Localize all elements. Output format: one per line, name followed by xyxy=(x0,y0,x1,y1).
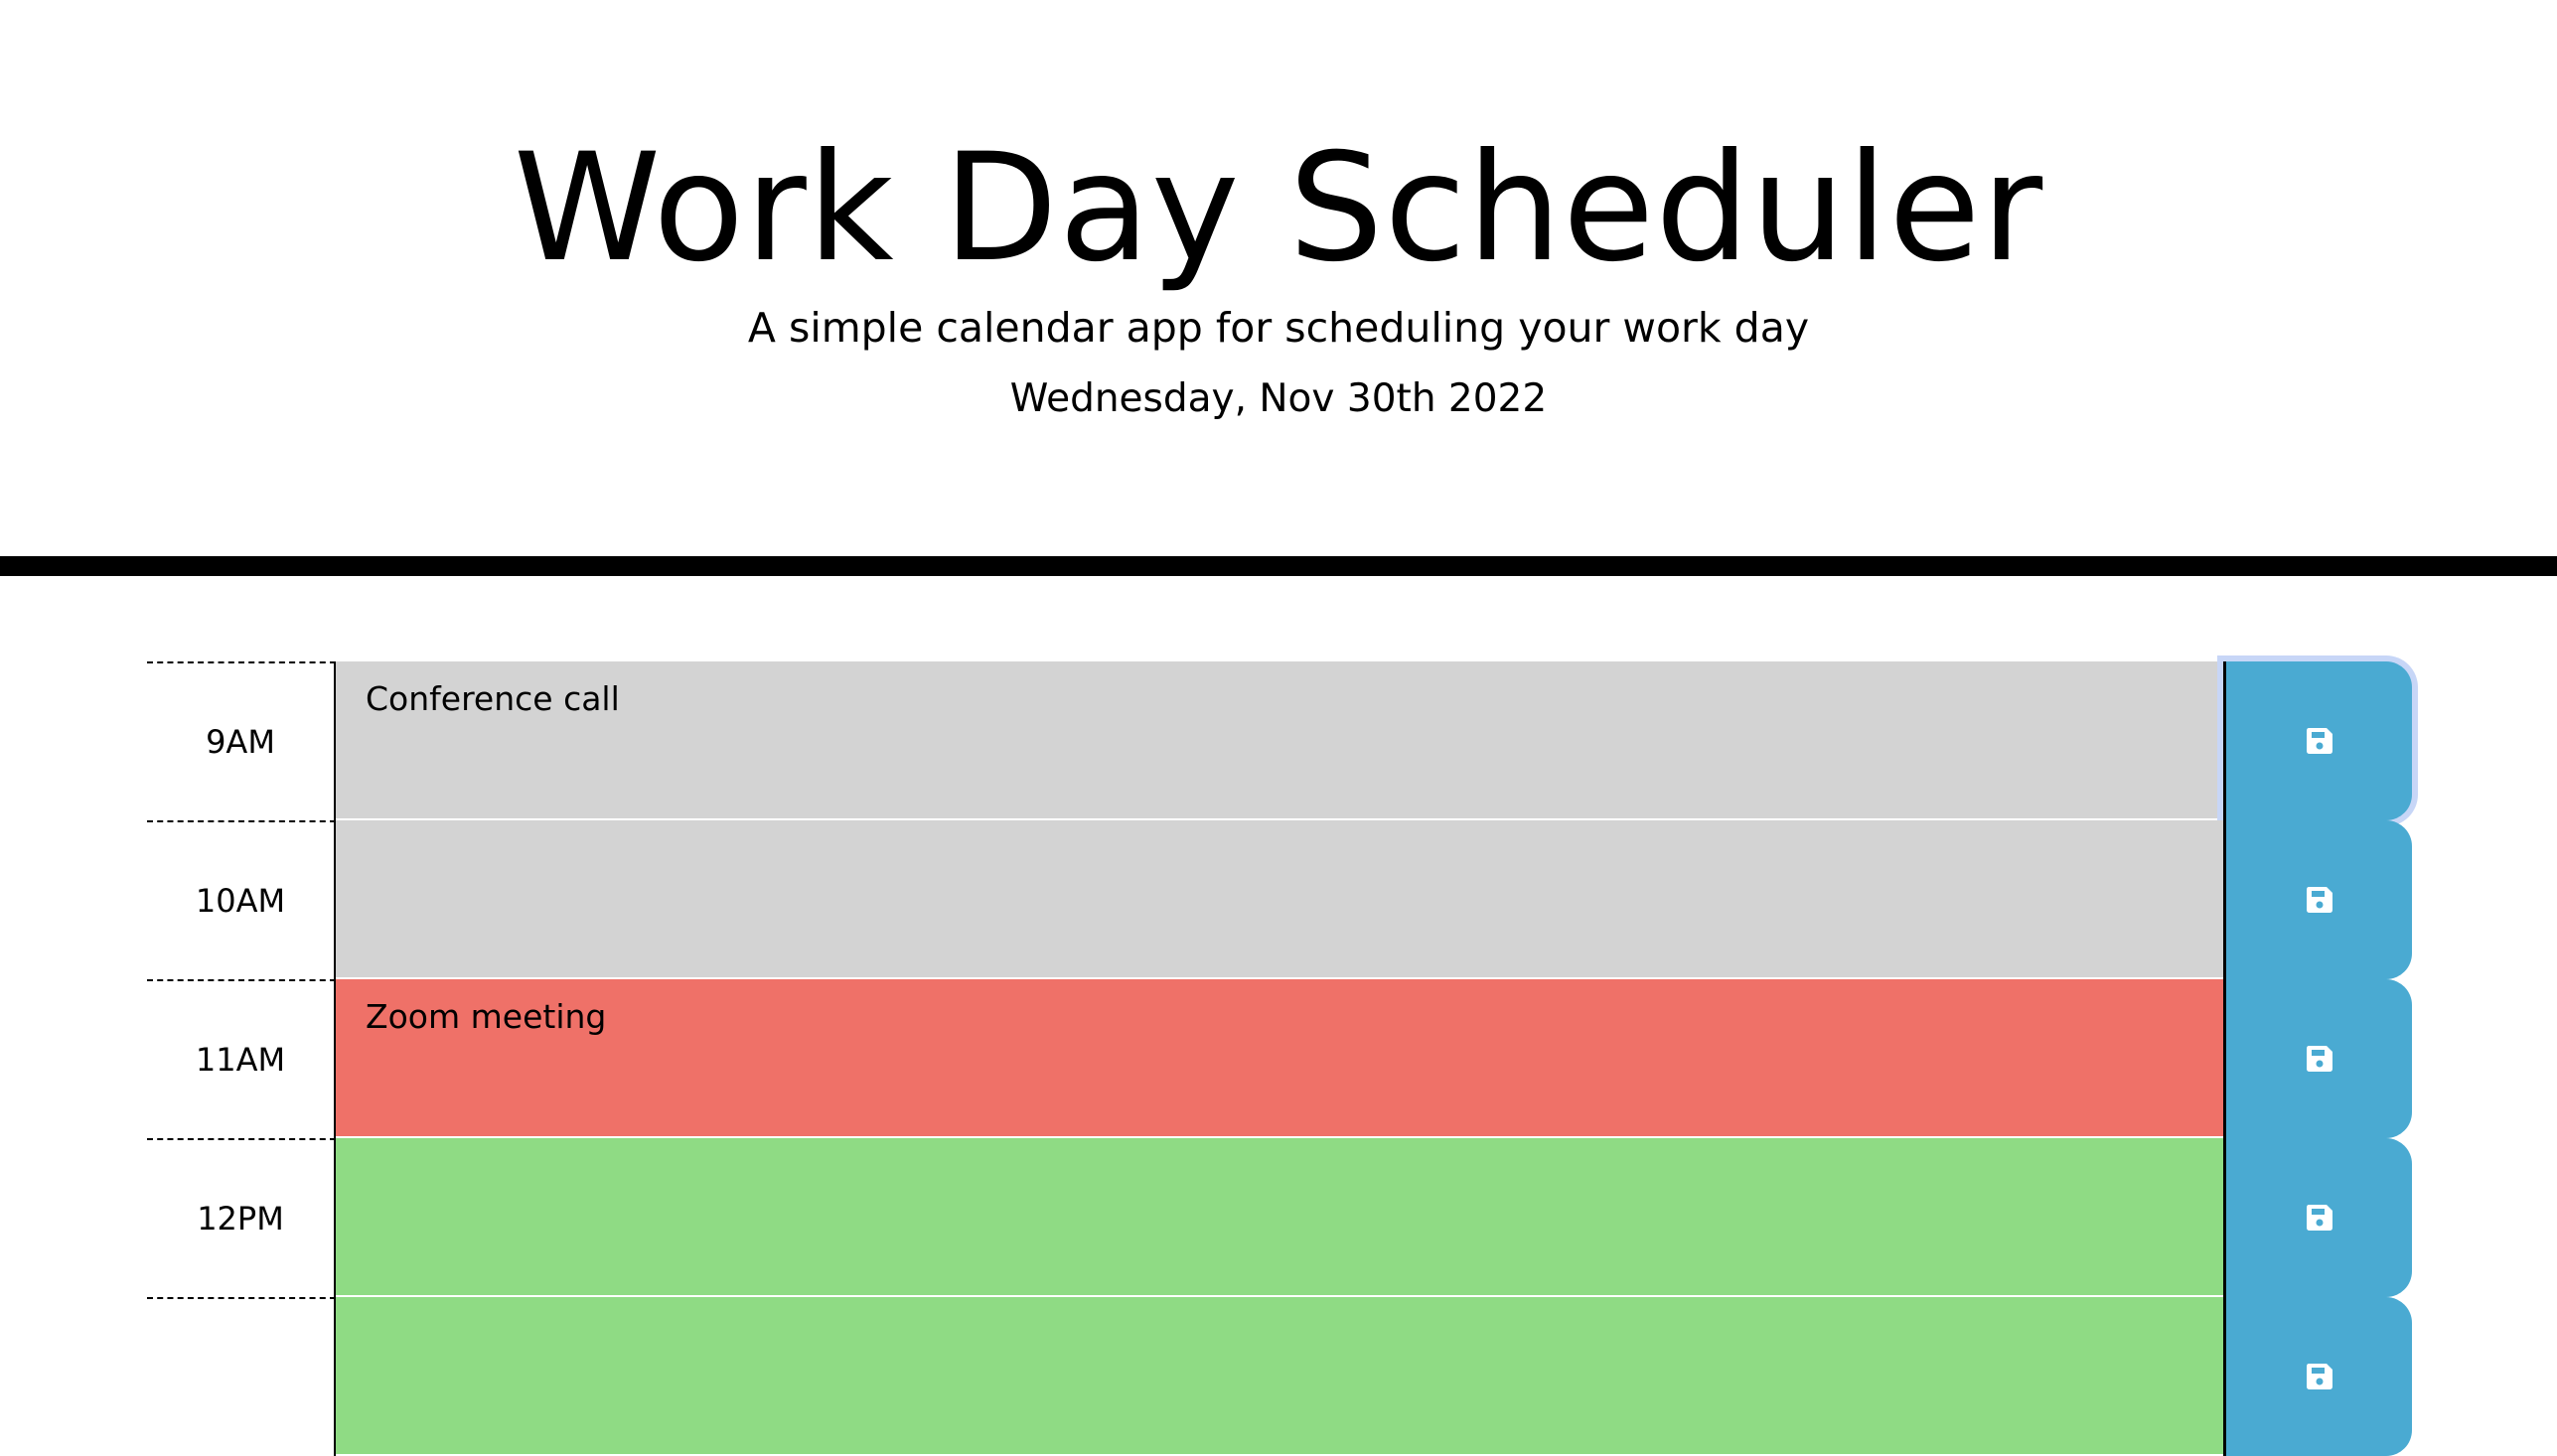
page-title: Work Day Scheduler xyxy=(513,122,2044,295)
page-header: Work Day Scheduler A simple calendar app… xyxy=(0,0,2557,576)
save-button[interactable] xyxy=(2223,1138,2412,1297)
save-button[interactable] xyxy=(2223,661,2412,820)
event-description-input[interactable] xyxy=(336,820,2223,979)
page-subtitle: A simple calendar app for scheduling you… xyxy=(747,304,1810,352)
hour-label: 9AM xyxy=(147,661,336,820)
hour-label: 12PM xyxy=(147,1138,336,1297)
time-block-10am: 10AM xyxy=(147,820,2412,979)
event-description-input[interactable] xyxy=(336,1297,2223,1456)
save-icon xyxy=(2306,886,2333,914)
save-icon xyxy=(2306,1363,2333,1390)
save-icon xyxy=(2306,1045,2333,1073)
time-block-11am: 11AM Zoom meeting xyxy=(147,979,2412,1138)
save-button[interactable] xyxy=(2223,820,2412,979)
hour-label: 11AM xyxy=(147,979,336,1138)
hour-label xyxy=(147,1297,336,1456)
save-button[interactable] xyxy=(2223,1297,2412,1456)
hour-label: 10AM xyxy=(147,820,336,979)
time-block-container: 9AM Conference call 10AM xyxy=(147,661,2412,1456)
save-icon xyxy=(2306,727,2333,755)
current-day: Wednesday, Nov 30th 2022 xyxy=(1009,376,1548,421)
save-button[interactable] xyxy=(2223,979,2412,1138)
save-icon xyxy=(2306,1204,2333,1232)
time-block-9am: 9AM Conference call xyxy=(147,661,2412,820)
event-description-input[interactable]: Conference call xyxy=(336,661,2223,820)
time-block-1pm xyxy=(147,1297,2412,1456)
time-block-12pm: 12PM xyxy=(147,1138,2412,1297)
event-description-input[interactable] xyxy=(336,1138,2223,1297)
event-description-input[interactable]: Zoom meeting xyxy=(336,979,2223,1138)
